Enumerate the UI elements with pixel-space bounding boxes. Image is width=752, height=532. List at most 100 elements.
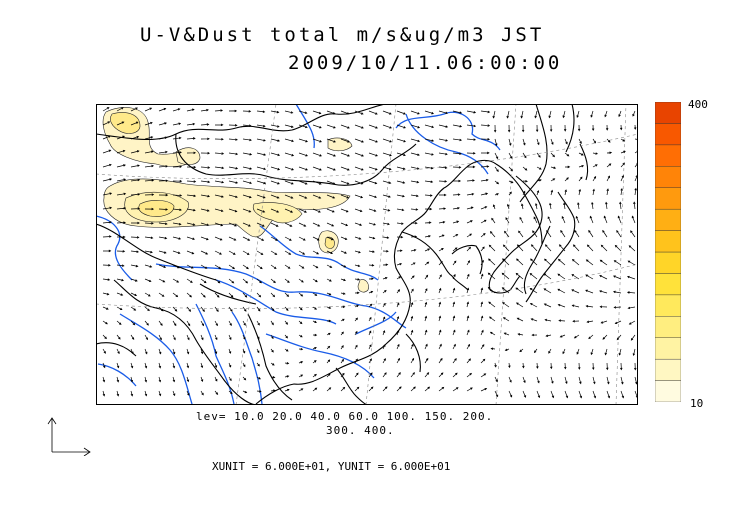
wind-arrow: [172, 278, 180, 283]
wind-arrow: [200, 151, 211, 155]
wind-arrow: [529, 287, 538, 294]
wind-arrow: [410, 235, 418, 238]
wind-arrow: [158, 179, 169, 183]
wind-arrow: [284, 138, 294, 143]
wind-arrow: [424, 274, 429, 280]
colorbar-cell: [655, 166, 681, 188]
wind-arrow: [382, 386, 388, 392]
wind-arrow: [354, 372, 359, 378]
wind-arrow: [214, 109, 224, 112]
wind-arrow: [130, 193, 141, 196]
wind-arrow: [214, 236, 223, 241]
wind-arrow: [172, 108, 181, 112]
wind-arrow: [627, 306, 636, 310]
wind-arrow: [466, 233, 472, 238]
wind-arrow: [256, 208, 266, 213]
wind-arrow: [214, 348, 218, 355]
wind-arrow: [242, 292, 248, 298]
wind-arrow: [284, 194, 294, 199]
wind-arrow: [228, 362, 232, 368]
wind-arrow: [466, 343, 470, 350]
wind-arrow: [368, 124, 379, 129]
wind-arrow: [340, 331, 344, 336]
wind-arrow: [312, 306, 318, 310]
wind-arrow: [632, 348, 636, 357]
wind-arrow: [326, 387, 332, 392]
wind-arrow: [256, 278, 262, 284]
wind-arrow: [530, 244, 538, 252]
wind-arrow: [102, 249, 112, 253]
wind-arrow: [102, 107, 110, 112]
wind-arrow: [396, 222, 404, 225]
wind-arrow: [102, 320, 108, 325]
wind-arrow: [382, 180, 392, 185]
wind-arrow: [326, 345, 331, 350]
wind-arrow: [599, 290, 608, 294]
wind-arrow: [186, 122, 196, 126]
wind-arrow: [116, 164, 126, 168]
wind-arrow: [130, 292, 138, 297]
wind-arrow: [340, 222, 349, 227]
wind-arrow: [466, 301, 470, 308]
wind-arrow: [576, 110, 580, 119]
wind-arrow: [550, 138, 554, 146]
wind-arrow: [533, 348, 538, 354]
map-title: U-V&Dust total m/s&ug/m3 JST: [140, 24, 545, 46]
wind-arrow: [298, 361, 304, 364]
wind-arrow: [592, 390, 597, 399]
wind-arrow: [186, 165, 197, 169]
wind-arrow: [116, 135, 125, 140]
wind-arrow: [326, 319, 332, 323]
wind-arrow: [340, 250, 347, 254]
wind-arrow: [466, 220, 473, 224]
wind-arrow: [438, 372, 444, 378]
wind-arrow: [270, 208, 280, 213]
wind-arrow: [340, 124, 350, 129]
wind-arrow: [340, 318, 345, 322]
wind-arrow: [340, 152, 350, 157]
wind-arrow: [599, 274, 608, 280]
wind-arrow: [116, 221, 126, 224]
wind-arrow: [605, 201, 608, 210]
wind-arrow: [284, 278, 290, 283]
wind-arrow: [172, 179, 183, 183]
wind-arrow: [116, 376, 120, 383]
wind-arrow: [592, 362, 595, 371]
wind-arrow: [603, 215, 608, 224]
wind-arrow: [326, 138, 336, 143]
wind-arrow: [501, 287, 510, 294]
wind-arrow: [410, 275, 415, 280]
wind-arrow: [438, 138, 449, 142]
wind-arrow: [620, 138, 626, 142]
wind-arrow: [452, 260, 457, 266]
wind-arrow: [410, 302, 414, 308]
wind-arrow: [158, 292, 165, 297]
wind-arrow: [130, 334, 135, 340]
wind-arrow: [396, 249, 403, 252]
wind-arrow: [131, 221, 140, 225]
wind-arrow: [494, 180, 500, 185]
wind-arrow: [270, 362, 275, 366]
wind-arrow: [270, 236, 279, 241]
wind-arrow: [200, 264, 208, 269]
wind-arrow: [368, 290, 374, 294]
reference-vector: [47, 417, 91, 456]
wind-arrow: [144, 179, 155, 182]
wind-arrow: [270, 389, 276, 392]
wind-arrow: [382, 236, 390, 239]
wind-arrow: [410, 386, 416, 392]
wind-arrow: [424, 343, 428, 350]
wind-arrow: [600, 320, 608, 324]
wind-arrow: [613, 306, 622, 309]
wind-arrow: [116, 192, 127, 196]
wind-arrow: [562, 348, 566, 355]
wind-arrow: [508, 166, 513, 172]
wind-arrow: [516, 258, 524, 266]
wind-arrow: [284, 166, 295, 171]
wind-arrow: [382, 166, 392, 171]
wind-arrow: [242, 306, 247, 312]
wind-arrow: [130, 278, 138, 282]
wind-arrow: [585, 289, 594, 294]
wind-arrow: [144, 376, 148, 383]
wind-arrow: [466, 273, 470, 280]
